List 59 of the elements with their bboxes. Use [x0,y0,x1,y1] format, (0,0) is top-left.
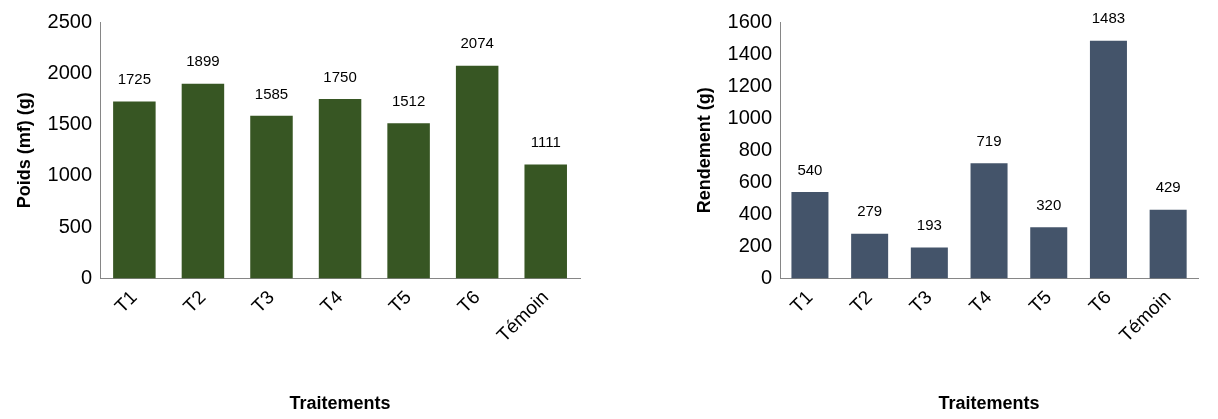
data-label: 1585 [254,84,289,102]
y-tick-label: 2500 [47,9,93,32]
data-label: 2074 [460,34,494,52]
bar [113,101,156,279]
data-label: 279 [857,202,883,220]
data-label: 1512 [391,92,426,109]
bar [851,233,889,279]
bar [970,163,1008,279]
data-label: 1750 [323,67,357,85]
y-tick-label: 0 [80,265,93,288]
data-label: 1483 [1091,9,1126,27]
bar [1149,209,1187,279]
x-tick-label: T5 [1024,286,1056,317]
data-label: 193 [916,216,942,234]
y-tick-label: 1500 [47,112,93,135]
y-tick-label: 1000 [47,163,93,186]
y-tick-label: 500 [58,214,93,237]
y-tick-label: 1400 [727,41,773,64]
bar [791,191,829,279]
x-tick-label: T3 [905,286,936,317]
y-tick-label: 600 [738,169,773,192]
bar [387,123,430,279]
x-tick-label: T1 [110,286,141,317]
x-tick-label: T2 [845,286,877,317]
bar [455,65,499,279]
bar [1030,227,1068,279]
bar [910,247,948,279]
bar [318,98,362,279]
x-tick-label: T1 [785,286,817,317]
y-tick-label: 0 [760,265,773,288]
y-tick-label: 200 [738,233,773,256]
bar [250,115,293,279]
x-tick-label: T6 [1084,286,1115,317]
x-tick-label: T5 [384,286,416,317]
x-tick-label: T2 [178,286,210,317]
x-tick-label: T3 [247,286,279,317]
data-label: 719 [976,131,1002,149]
x-tick-label: T4 [965,285,996,317]
x-axis-title: Traitements [289,393,391,414]
bar [1089,40,1127,279]
data-label: 540 [797,160,823,178]
y-tick-label: 1600 [727,9,773,32]
bar [524,164,567,279]
data-label: 1899 [186,52,220,70]
data-label: 1725 [117,70,152,88]
x-tick-label: T6 [453,286,484,317]
y-tick-label: 2000 [47,60,93,83]
y-axis-title: Poids (mf) (g) [13,92,34,209]
y-tick-label: 1200 [727,73,773,96]
y-tick-label: 1000 [727,105,773,128]
y-axis-title: Rendement (g) [693,87,714,214]
y-tick-label: 400 [738,201,773,224]
bar [181,83,225,279]
data-label: 1111 [530,133,561,151]
x-axis-title: Traitements [938,393,1040,414]
data-label: 320 [1036,195,1062,213]
x-tick-label: T4 [316,285,347,317]
data-label: 429 [1155,178,1181,196]
y-tick-label: 800 [738,137,773,160]
